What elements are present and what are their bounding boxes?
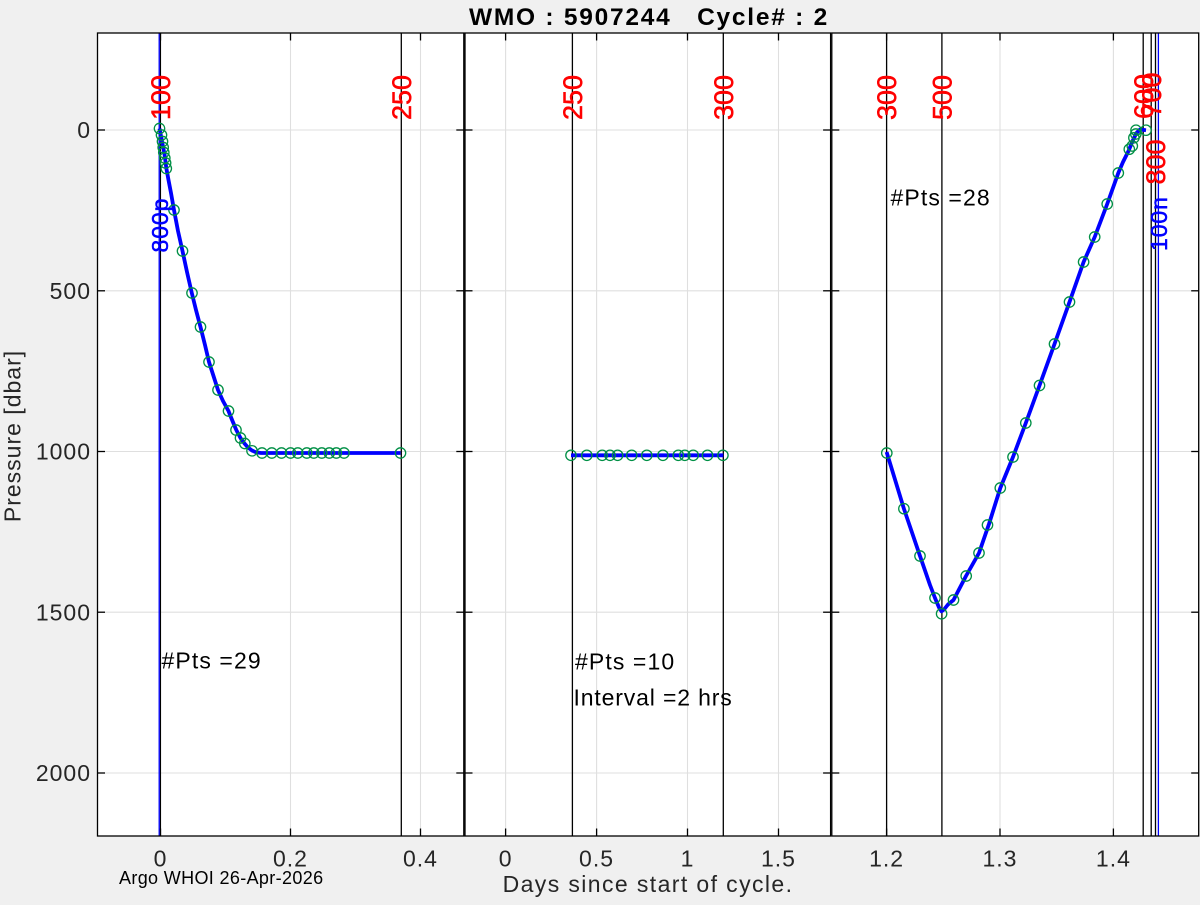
svg-text:300: 300 <box>709 75 739 120</box>
svg-text:1.5: 1.5 <box>761 846 796 872</box>
svg-text:#Pts =29: #Pts =29 <box>162 648 262 674</box>
svg-text:700: 700 <box>1137 72 1167 117</box>
svg-text:600: 600 <box>1129 74 1159 119</box>
svg-text:250: 250 <box>558 75 588 120</box>
svg-text:0.4: 0.4 <box>403 846 438 872</box>
svg-text:0.5: 0.5 <box>579 846 614 872</box>
svg-text:0: 0 <box>154 846 168 872</box>
svg-text:250: 250 <box>387 75 417 120</box>
svg-text:500: 500 <box>928 75 958 120</box>
svg-text:0: 0 <box>499 846 513 872</box>
svg-text:500: 500 <box>50 278 91 304</box>
svg-text:0.2: 0.2 <box>273 846 308 872</box>
svg-text:2000: 2000 <box>36 760 91 786</box>
svg-text:100: 100 <box>146 75 176 120</box>
svg-text:Days since start of cycle.: Days since start of cycle. <box>503 871 794 897</box>
svg-text:#Pts =28: #Pts =28 <box>891 185 991 211</box>
svg-text:100n: 100n <box>1146 196 1172 251</box>
svg-text:WMO : 5907244 Cycle# : 2: WMO : 5907244 Cycle# : 2 <box>469 4 829 31</box>
svg-text:0: 0 <box>77 117 91 143</box>
svg-text:800: 800 <box>1141 139 1171 184</box>
svg-text:1.3: 1.3 <box>983 846 1018 872</box>
svg-text:1: 1 <box>681 846 695 872</box>
svg-text:800p: 800p <box>147 198 173 253</box>
svg-text:1000: 1000 <box>36 439 91 465</box>
svg-text:#Pts =10: #Pts =10 <box>575 649 675 675</box>
svg-text:1.2: 1.2 <box>869 846 904 872</box>
svg-text:300: 300 <box>872 75 902 120</box>
svg-text:Interval =2 hrs: Interval =2 hrs <box>574 685 733 711</box>
svg-text:Pressure [dbar]: Pressure [dbar] <box>0 350 26 522</box>
svg-text:1500: 1500 <box>36 599 91 625</box>
svg-text:Argo WHOI 26-Apr-2026: Argo WHOI 26-Apr-2026 <box>119 868 323 888</box>
svg-text:1.4: 1.4 <box>1096 846 1131 872</box>
